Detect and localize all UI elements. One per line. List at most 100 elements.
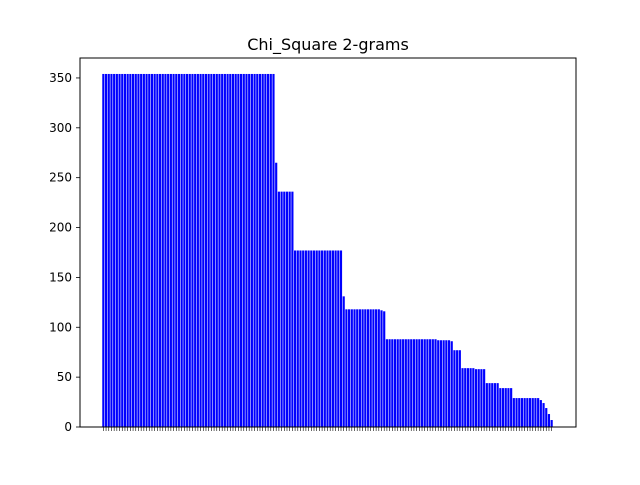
bar	[491, 383, 494, 427]
y-tick-label: 300	[49, 121, 72, 135]
bar	[520, 398, 524, 427]
bar	[504, 388, 507, 427]
bar	[142, 73, 145, 428]
bar	[407, 339, 410, 427]
bar	[431, 339, 434, 427]
bar	[207, 73, 210, 428]
bar	[415, 339, 418, 427]
bar	[234, 73, 237, 428]
bar	[140, 73, 143, 428]
bar	[331, 250, 334, 427]
bar	[307, 250, 310, 427]
bar	[542, 403, 545, 427]
bar	[212, 73, 216, 428]
bar	[110, 73, 113, 428]
bar	[294, 250, 297, 427]
bar	[499, 388, 502, 427]
bar	[353, 309, 356, 427]
bar	[364, 309, 367, 427]
bar	[323, 250, 326, 427]
bar	[477, 369, 480, 427]
bar	[202, 73, 205, 428]
bar	[129, 73, 132, 428]
y-tick-label: 350	[49, 71, 72, 85]
bar	[231, 73, 235, 428]
bar	[356, 309, 359, 427]
bar	[337, 250, 340, 427]
bar	[501, 388, 505, 427]
y-tick-label: 200	[49, 221, 72, 235]
bar	[261, 73, 264, 428]
bar	[528, 398, 532, 427]
y-tick-label: 150	[49, 270, 72, 284]
bar	[329, 250, 332, 427]
bar	[458, 350, 461, 427]
bar	[474, 369, 478, 427]
y-tick-label: 250	[49, 171, 72, 185]
bar	[280, 191, 283, 427]
bar	[194, 73, 197, 428]
bar	[223, 73, 226, 428]
y-tick-label: 100	[49, 320, 72, 334]
bar	[312, 250, 316, 427]
x-axis	[103, 427, 552, 431]
bar	[456, 350, 459, 427]
bar	[250, 73, 253, 428]
bar	[121, 73, 124, 428]
bar	[180, 73, 183, 428]
bar	[277, 191, 280, 427]
bar	[267, 73, 270, 428]
bar	[315, 250, 318, 427]
bar	[215, 73, 218, 428]
bar	[483, 369, 486, 427]
bar	[366, 309, 370, 427]
bar	[461, 368, 464, 427]
bar	[248, 73, 251, 428]
bar	[167, 73, 170, 428]
bar	[221, 73, 224, 428]
chart-title: Chi_Square 2-grams	[247, 35, 409, 55]
bar	[423, 339, 426, 427]
bar	[226, 73, 229, 428]
bar	[472, 368, 475, 427]
bar	[229, 73, 232, 428]
bar	[385, 339, 388, 427]
bar	[188, 73, 191, 428]
y-tick-label: 50	[57, 370, 72, 384]
bar	[172, 73, 175, 428]
bar	[437, 340, 440, 427]
bar	[369, 309, 372, 427]
bar	[183, 73, 186, 428]
bar	[453, 350, 456, 427]
bar	[485, 383, 488, 427]
bar	[283, 191, 286, 427]
bar	[439, 340, 442, 427]
bar	[145, 73, 148, 428]
bar	[237, 73, 240, 428]
bar	[377, 309, 380, 427]
bar	[126, 73, 129, 428]
bar	[380, 310, 383, 427]
bar	[334, 250, 337, 427]
bar	[242, 73, 245, 428]
bar	[196, 73, 199, 428]
bar	[358, 309, 361, 427]
bar	[399, 339, 402, 427]
bar	[510, 388, 513, 427]
y-tick-label: 0	[64, 420, 72, 434]
bar	[466, 368, 470, 427]
bar	[296, 250, 299, 427]
bar	[339, 250, 343, 427]
bar	[393, 339, 397, 427]
bar	[531, 398, 534, 427]
bar	[429, 339, 432, 427]
bar	[199, 73, 202, 428]
bar	[496, 383, 499, 427]
bar	[161, 73, 164, 428]
bar	[493, 383, 497, 427]
bar	[526, 398, 529, 427]
bar	[445, 340, 448, 427]
bar	[348, 309, 351, 427]
bar	[488, 383, 491, 427]
